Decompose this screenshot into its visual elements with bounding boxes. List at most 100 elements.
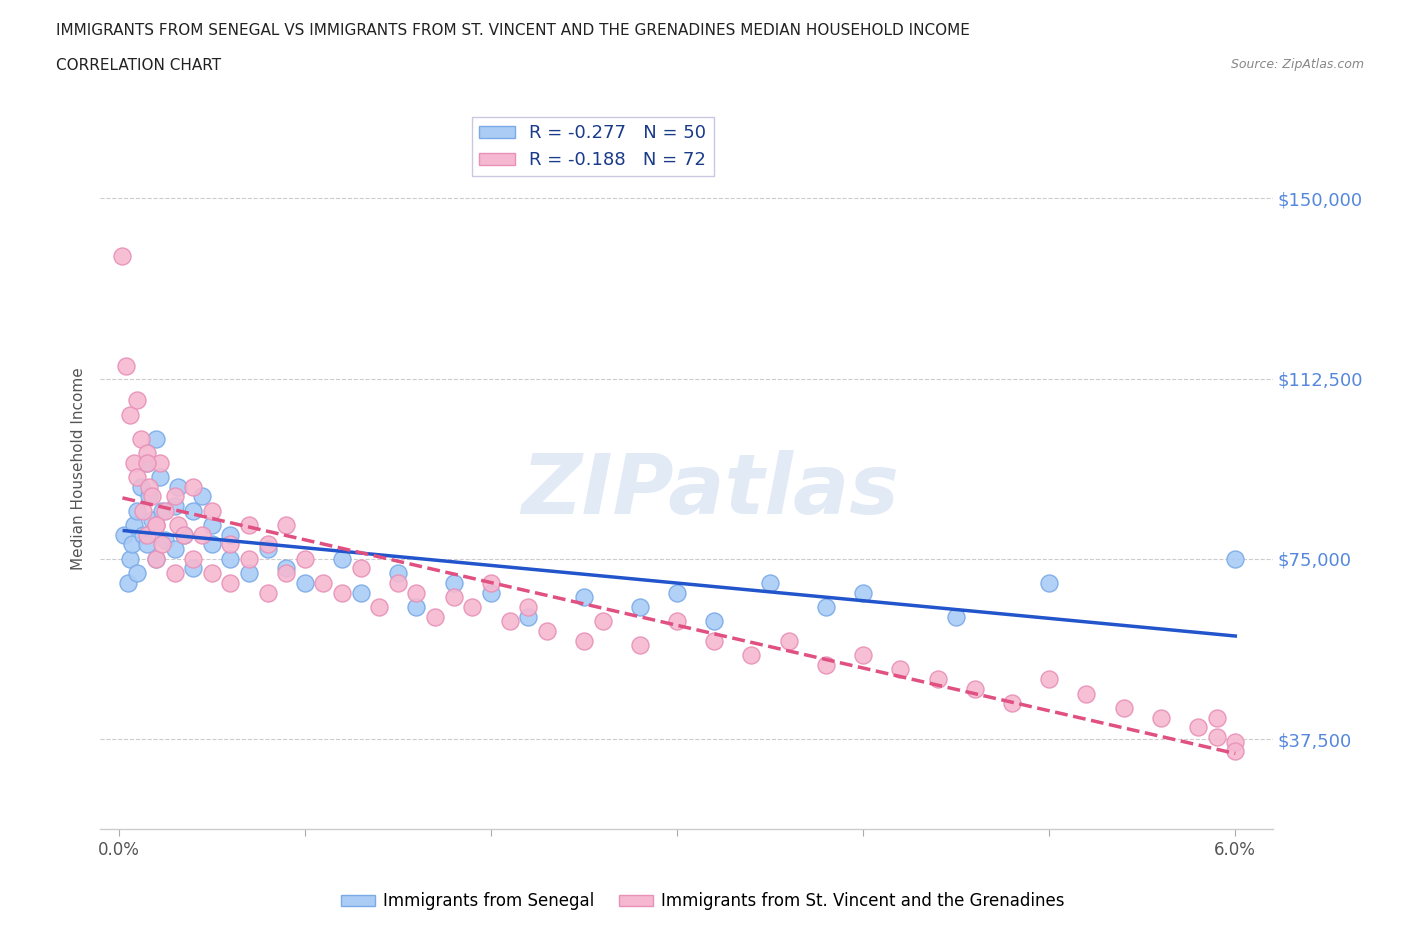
Point <box>181 561 204 576</box>
Point <box>150 503 173 518</box>
Point <box>592 614 614 629</box>
Point <box>740 647 762 662</box>
Point <box>443 576 465 591</box>
Point <box>852 585 875 600</box>
Point <box>330 551 353 566</box>
Text: IMMIGRANTS FROM SENEGAL VS IMMIGRANTS FROM ST. VINCENT AND THE GRENADINES MEDIAN: IMMIGRANTS FROM SENEGAL VS IMMIGRANTS FR… <box>56 23 970 38</box>
Point <box>276 561 298 576</box>
Point <box>405 585 427 600</box>
Point <box>191 489 214 504</box>
Point <box>111 248 134 263</box>
Point <box>121 537 143 551</box>
Point <box>127 503 149 518</box>
Point <box>135 445 157 460</box>
Point <box>814 600 837 615</box>
Point <box>219 537 242 551</box>
Point <box>191 527 214 542</box>
Point <box>149 470 172 485</box>
Point <box>1205 711 1227 725</box>
Point <box>173 527 195 542</box>
Point <box>219 551 242 566</box>
Point <box>350 585 373 600</box>
Point <box>1205 729 1227 744</box>
Point <box>666 585 689 600</box>
Point <box>703 633 725 648</box>
Point <box>141 513 163 528</box>
Point <box>135 527 157 542</box>
Point <box>138 479 160 494</box>
Point <box>155 532 177 547</box>
Point <box>155 503 177 518</box>
Point <box>201 503 224 518</box>
Point <box>1038 576 1060 591</box>
Point <box>201 537 224 551</box>
Point <box>135 456 157 471</box>
Point <box>145 518 167 533</box>
Point <box>572 590 595 604</box>
Point <box>423 609 446 624</box>
Point <box>256 585 278 600</box>
Point <box>387 576 409 591</box>
Point <box>132 527 155 542</box>
Point <box>1001 696 1024 711</box>
Point <box>122 518 145 533</box>
Point <box>173 527 195 542</box>
Point <box>276 518 298 533</box>
Point <box>927 671 949 686</box>
Point <box>145 551 167 566</box>
Point <box>163 489 186 504</box>
Point <box>1225 551 1247 566</box>
Point <box>167 479 190 494</box>
Point <box>479 576 502 591</box>
Point <box>112 527 135 542</box>
Point <box>122 456 145 471</box>
Text: ZIPatlas: ZIPatlas <box>520 450 898 531</box>
Point <box>219 576 242 591</box>
Point <box>517 609 540 624</box>
Point <box>238 551 260 566</box>
Point <box>129 432 152 446</box>
Point <box>759 576 782 591</box>
Point <box>256 537 278 551</box>
Point <box>1225 744 1247 759</box>
Point <box>256 542 278 557</box>
Point <box>294 551 316 566</box>
Point <box>852 647 875 662</box>
Point <box>479 585 502 600</box>
Point <box>387 565 409 580</box>
Point <box>117 576 139 591</box>
Point <box>129 479 152 494</box>
Point <box>145 551 167 566</box>
Point <box>201 565 224 580</box>
Point <box>443 590 465 604</box>
Point <box>181 479 204 494</box>
Point <box>1076 686 1098 701</box>
Point <box>889 662 911 677</box>
Point <box>572 633 595 648</box>
Point <box>666 614 689 629</box>
Point <box>238 565 260 580</box>
Point <box>330 585 353 600</box>
Point <box>163 498 186 513</box>
Point <box>138 489 160 504</box>
Point <box>118 407 141 422</box>
Point <box>150 537 173 551</box>
Point <box>703 614 725 629</box>
Point <box>181 503 204 518</box>
Text: Source: ZipAtlas.com: Source: ZipAtlas.com <box>1230 58 1364 71</box>
Point <box>135 537 157 551</box>
Point <box>135 456 157 471</box>
Point <box>118 551 141 566</box>
Point <box>1225 734 1247 749</box>
Point <box>963 682 986 697</box>
Point <box>945 609 967 624</box>
Point <box>149 456 172 471</box>
Point <box>145 432 167 446</box>
Point <box>628 638 651 653</box>
Point <box>238 518 260 533</box>
Point <box>132 503 155 518</box>
Point <box>628 600 651 615</box>
Point <box>1187 720 1209 735</box>
Point <box>814 658 837 672</box>
Point <box>294 576 316 591</box>
